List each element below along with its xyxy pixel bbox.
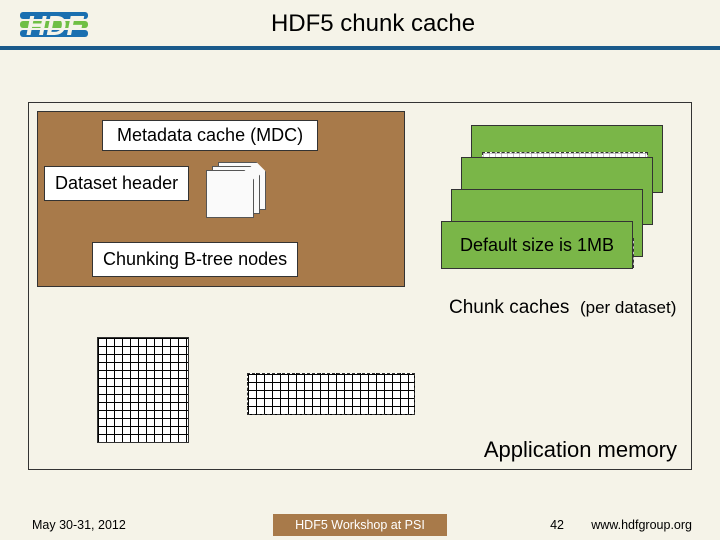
data-grid-tall-icon	[97, 337, 189, 443]
svg-text:HDF: HDF	[26, 10, 84, 40]
data-grid-wide-icon	[247, 373, 415, 415]
btree-doc-stack	[206, 162, 274, 218]
metadata-cache-box: Metadata cache (MDC) Dataset header Chun…	[37, 111, 405, 287]
footer: May 30-31, 2012 HDF5 Workshop at PSI 42 …	[0, 510, 720, 540]
slide-title: HDF5 chunk cache	[126, 10, 700, 38]
btree-nodes-label: Chunking B-tree nodes	[92, 242, 298, 277]
application-memory-box: Metadata cache (MDC) Dataset header Chun…	[28, 102, 692, 470]
application-memory-label: Application memory	[484, 437, 677, 463]
header-rule	[0, 46, 720, 50]
mdc-title: Metadata cache (MDC)	[102, 120, 318, 151]
footer-page: 42	[550, 518, 564, 532]
chunk-cache-stack: Default size is 1MB	[441, 125, 667, 287]
footer-url: www.hdfgroup.org	[591, 518, 692, 532]
header: HDF HDF5 chunk cache	[0, 0, 720, 44]
dataset-header-box: Dataset header	[44, 166, 189, 201]
default-size-label: Default size is 1MB	[442, 222, 632, 268]
hdf-logo: HDF	[20, 8, 96, 40]
per-dataset-text: (per dataset)	[580, 298, 676, 317]
chunk-caches-text: Chunk caches	[449, 297, 569, 318]
chunk-caches-annotation: Chunk caches (per dataset)	[449, 297, 676, 319]
